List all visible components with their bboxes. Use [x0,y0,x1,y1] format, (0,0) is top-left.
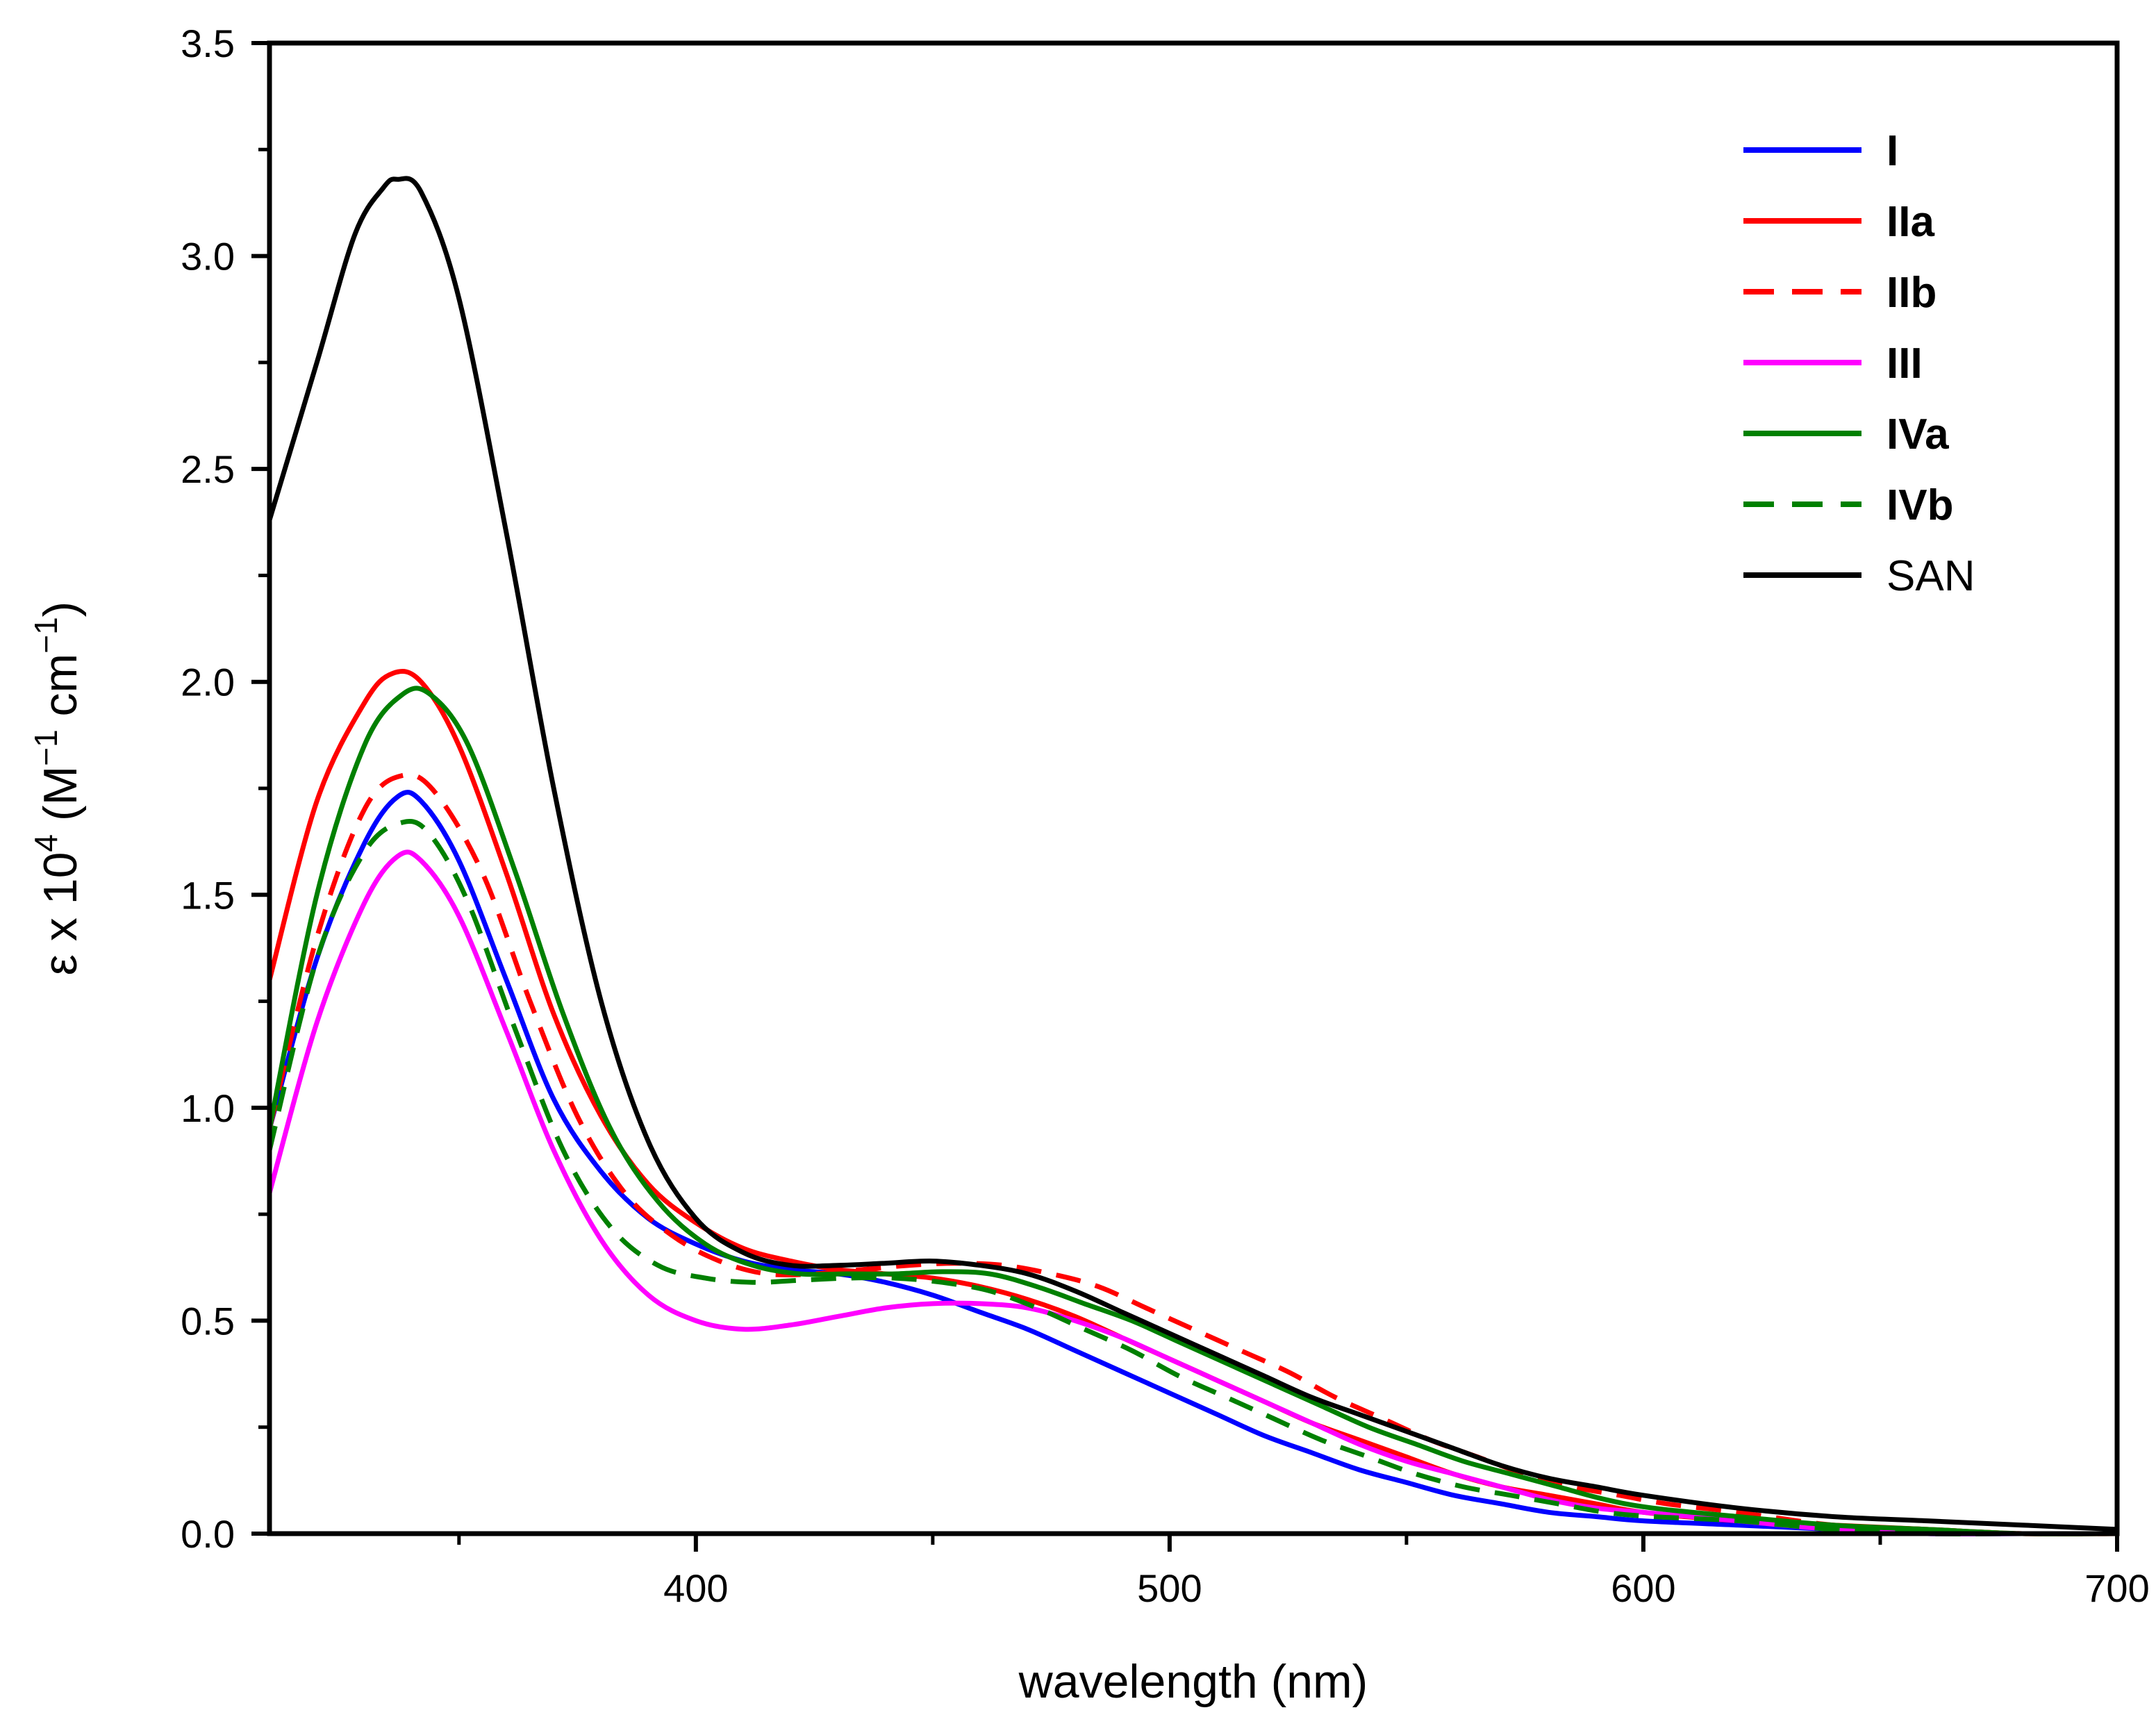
y-axis-title: ε x 104 (M−1 cm−1) [28,602,87,976]
plot-series [267,176,2120,1536]
legend: I IIa IIb III IVa IVb SAN [1743,127,1975,600]
plot-frame [267,40,2120,1536]
y-axis-title-close: ) [34,602,87,617]
legend-label-san: SAN [1886,552,1975,600]
series-line-ivb [267,819,2117,1536]
y-tick-label: 3.0 [181,235,235,279]
y-axis-title-cm: cm [34,654,87,730]
legend-label-i: I [1886,127,1898,175]
y-tick-label: 1.0 [181,1086,235,1130]
x-tick-label: 400 [663,1566,728,1610]
y-axis-title-exp-cm: −1 [28,617,64,653]
legend-label-iii: III [1886,340,1923,388]
legend-label-iva: IVa [1886,410,1949,458]
legend-label-iia: IIa [1886,198,1934,246]
y-tick-label: 2.0 [181,661,235,704]
axis-ticks: 400 500 600 700 0.0 0.5 1.0 1.5 2.0 2.5 3.0 3.5 [181,22,2150,1610]
series-line-iib [267,772,2118,1536]
y-tick-label: 1.5 [181,873,235,917]
x-tick-label: 500 [1137,1566,1202,1610]
y-tick-label: 2.5 [181,447,235,491]
y-tick-label: 3.5 [181,22,235,65]
series-line-iva [267,686,2120,1536]
x-axis-title: wavelength (nm) [1018,1655,1368,1708]
y-axis-title-open: (M [34,766,87,834]
legend-label-iib: IIb [1886,269,1937,317]
x-tick-label: 700 [2084,1566,2149,1610]
legend-label-ivb: IVb [1886,481,1953,529]
series-line-san [267,176,2120,1532]
y-tick-label: 0.0 [181,1512,235,1556]
x-tick-label: 600 [1611,1566,1675,1610]
y-axis-title-exponent: 4 [28,834,64,852]
series-line-i [267,790,2120,1536]
y-axis-title-exp-m: −1 [28,729,64,765]
y-axis-title-symbol: ε x 10 [34,852,87,976]
y-tick-label: 0.5 [181,1299,235,1343]
series-line-iii [267,849,2120,1536]
